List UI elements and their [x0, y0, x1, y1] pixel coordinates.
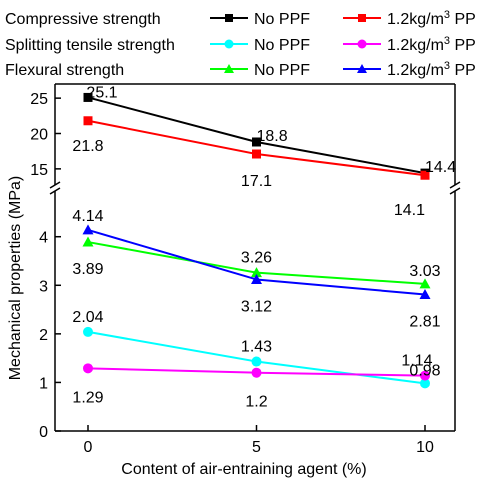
data-point — [251, 367, 262, 378]
data-label: 4.14 — [72, 208, 103, 225]
data-label: 1.2 — [245, 394, 267, 411]
legend-group-label: Flexural strength — [5, 62, 124, 79]
axis-break-mark-left — [49, 187, 61, 195]
legend-group-label: Splitting tensile strength — [5, 37, 175, 54]
y-tick-label: 20 — [30, 127, 48, 144]
y-tick-label: 0 — [39, 424, 48, 441]
superscript: 3 — [444, 60, 450, 72]
y-tick-label: 4 — [39, 230, 48, 247]
data-point — [252, 149, 261, 159]
data-point — [83, 363, 93, 374]
axis-ticks: 0 5 10 15 20 25 0 1 2 3 4 — [30, 91, 434, 456]
data-label: 2.81 — [409, 314, 440, 331]
legend-entry-label: 1.2kg/m3 PPFs — [387, 9, 477, 28]
data-label: 1.43 — [241, 339, 272, 356]
data-label: 3.26 — [241, 250, 272, 267]
data-label: 3.89 — [72, 261, 103, 278]
data-label: 1.14 — [401, 353, 432, 370]
legend-entry-suffix: PPFs — [450, 62, 477, 79]
axis-break-mark-right — [449, 187, 461, 195]
data-point — [358, 14, 366, 22]
data-point — [251, 273, 262, 284]
data-label: 25.1 — [86, 84, 117, 101]
legend-entry-suffix: PPFs — [450, 37, 477, 54]
y-tick-label: 1 — [39, 375, 48, 392]
data-label: 3.12 — [241, 298, 272, 315]
plot-frame — [49, 83, 461, 432]
x-tick-label: 10 — [416, 439, 434, 456]
y-tick-label: 3 — [39, 278, 48, 295]
data-labels: 25.1 18.8 14.4 21.8 17.1 14.1 2.04 1.43 0.98 1.29… — [72, 84, 456, 410]
x-tick-label: 0 — [84, 439, 93, 456]
data-point — [83, 92, 93, 102]
data-point — [357, 64, 367, 73]
data-label: 17.1 — [241, 173, 272, 190]
data-point — [357, 39, 367, 49]
data-label: 3.03 — [409, 263, 440, 280]
axis-break-mark-left — [49, 181, 61, 189]
data-point — [83, 326, 93, 337]
legend: Compressive strength No PPF 1.2kg/m3 PPFs S… — [5, 9, 477, 79]
data-label: 21.8 — [72, 138, 103, 155]
data-point — [251, 267, 262, 278]
y-tick-label: 2 — [39, 327, 48, 344]
legend-group-label: Compressive strength — [5, 11, 161, 28]
data-point — [420, 370, 430, 381]
x-tick-label: 5 — [252, 439, 261, 456]
data-label: 18.8 — [257, 128, 288, 145]
legend-entry-label: No PPF — [254, 37, 310, 54]
superscript: 3 — [444, 9, 450, 21]
data-point — [224, 64, 234, 73]
data-label: 2.04 — [72, 309, 103, 326]
data-point — [251, 356, 262, 367]
legend-entry-suffix: PPFs — [450, 11, 477, 28]
series-layer — [82, 92, 431, 389]
y-tick-label: 25 — [30, 91, 48, 108]
axis-break-mark-right — [449, 181, 461, 189]
legend-entry-label: 1.2kg/m3 PPFs — [387, 35, 477, 54]
data-point — [225, 14, 233, 22]
legend-entry-label: No PPF — [254, 11, 310, 28]
y-tick-label: 15 — [30, 162, 48, 179]
superscript: 3 — [444, 35, 450, 47]
data-label: 0.98 — [409, 362, 440, 379]
legend-entry-label: No PPF — [254, 62, 310, 79]
data-label: 14.1 — [394, 202, 425, 219]
data-point — [419, 289, 431, 300]
data-point — [420, 170, 430, 180]
data-point — [224, 39, 234, 49]
x-axis-label: Content of air-entraining agent (%) — [121, 461, 366, 478]
data-point — [420, 378, 430, 389]
y-axis-label: Mechanical properties (MPa) — [7, 176, 24, 381]
data-label: 1.29 — [72, 389, 103, 406]
legend-entry-label: 1.2kg/m3 PPFs — [387, 60, 477, 79]
data-point — [82, 236, 94, 247]
data-label: 14.4 — [425, 159, 456, 176]
data-point — [419, 278, 431, 289]
data-point — [252, 137, 261, 147]
data-point — [82, 224, 94, 235]
data-point — [83, 116, 93, 126]
